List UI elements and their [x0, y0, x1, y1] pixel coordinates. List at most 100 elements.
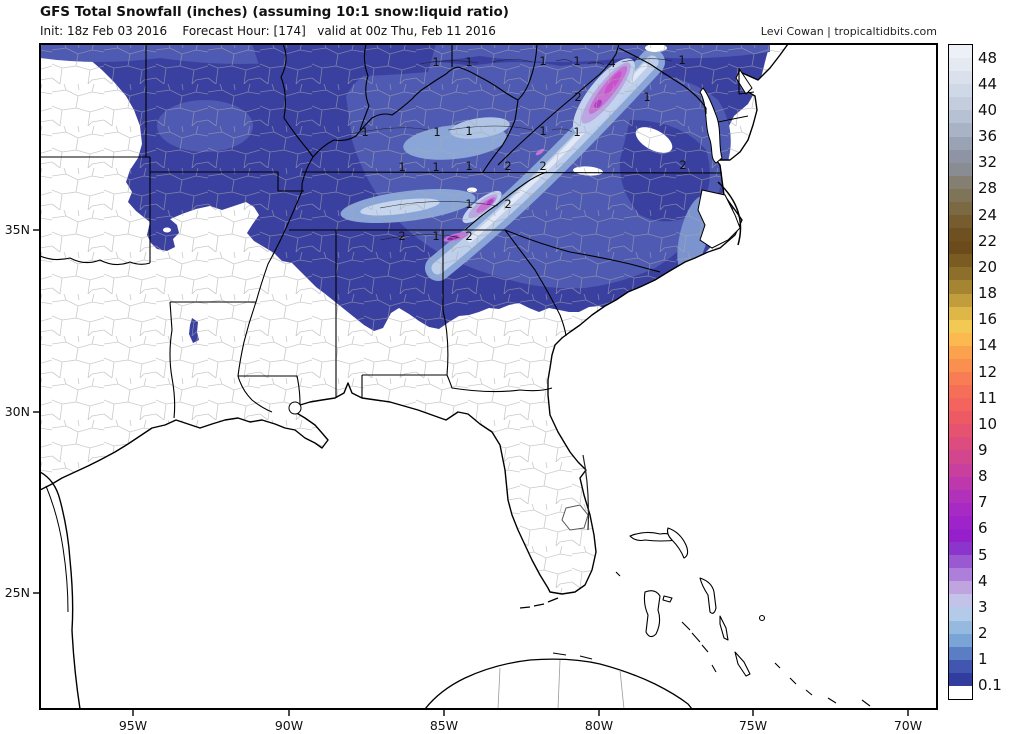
contour-label: 1	[465, 159, 472, 173]
contour-label: 4	[608, 56, 615, 70]
contour-label: 1	[539, 124, 546, 138]
contour-label: 1	[465, 197, 472, 211]
lake-okeechobee	[561, 504, 589, 531]
colorbar-cell	[949, 502, 972, 517]
colorbar-cell	[949, 607, 972, 622]
colorbar-cell	[949, 568, 972, 583]
colorbar-cell	[949, 228, 972, 243]
colorbar-tick-label: 44	[978, 74, 998, 93]
lat-tick-label: 30N	[5, 404, 30, 419]
colorbar-cell	[949, 424, 972, 439]
colorbar-tick-label: 0.1	[978, 676, 1002, 695]
lon-tick-label: 70W	[894, 718, 922, 733]
colorbar-cell	[949, 254, 972, 269]
axes: 35N 30N 25N 95W 90W 85W 80W 75W 70W	[5, 222, 922, 733]
colorbar-cell	[949, 123, 972, 138]
lon-tick-label: 85W	[430, 718, 458, 733]
contour-label: 1	[573, 54, 580, 68]
contour-label: 1	[361, 125, 368, 139]
colorbar-tick-label: 22	[978, 231, 998, 250]
colorbar-cell	[949, 411, 972, 426]
colorbar-cell	[949, 332, 972, 347]
florida-keys	[519, 597, 559, 609]
colorbar-cell	[949, 489, 972, 504]
colorbar-cell	[949, 672, 972, 687]
colorbar-cell	[949, 319, 972, 334]
lat-tick-label: 35N	[5, 222, 30, 237]
indian-river	[582, 454, 590, 531]
colorbar-tick-label: 8	[978, 467, 988, 486]
colorbar-cell	[949, 58, 972, 73]
colorbar-cell	[949, 97, 972, 112]
contour-label: 2	[504, 159, 511, 173]
contour-label: 1	[432, 160, 439, 174]
colorbar-cell	[949, 463, 972, 478]
colorbar-cell	[949, 450, 972, 465]
colorbar-tick-label: 36	[978, 127, 998, 146]
credit-line: Levi Cowan | tropicaltidbits.com	[760, 25, 937, 38]
contour-label: 2	[465, 229, 472, 243]
colorbar-tick-label: 4	[978, 571, 988, 590]
pamlico-sound	[697, 189, 741, 249]
colorbar-cell	[949, 594, 972, 609]
colorbar-cell	[949, 306, 972, 321]
contour-label: 1	[465, 55, 472, 69]
outer-banks	[717, 181, 742, 246]
colorbar-tick-label: 2	[978, 624, 988, 643]
colorbar-cell	[949, 581, 972, 596]
colorbar-tick-label: 40	[978, 100, 998, 119]
colorbar-tick-label: 10	[978, 414, 998, 433]
colorbar-cell	[949, 646, 972, 661]
map-frame	[39, 43, 938, 710]
colorbar-cell	[949, 620, 972, 635]
contour-label: 2	[504, 197, 511, 211]
contour-label: 1	[539, 54, 546, 68]
colorbar-tick-label: 24	[978, 205, 998, 224]
colorbar-tick-label: 48	[978, 48, 998, 67]
colorbar-cell	[949, 345, 972, 360]
colorbar-cell	[949, 136, 972, 151]
colorbar-cell	[949, 437, 972, 452]
colorbar-cell	[949, 515, 972, 530]
colorbar-cell	[949, 45, 972, 60]
lon-tick-label: 90W	[275, 718, 303, 733]
colorbar-cell	[949, 280, 972, 295]
colorbar-tick-label: 6	[978, 519, 988, 538]
colorbar-cell	[949, 385, 972, 400]
colorbar-cell	[949, 215, 972, 230]
colorbar-tick-label: 5	[978, 545, 988, 564]
snowfall-colorbar	[949, 45, 972, 700]
bahamas-islands	[615, 527, 871, 707]
contour-label: 2	[539, 159, 546, 173]
colorbar-tick-label: 1	[978, 650, 988, 669]
colorbar-tick-label: 18	[978, 284, 998, 303]
colorbar-tick-label: 11	[978, 388, 998, 407]
contour-label: 1	[398, 160, 405, 174]
colorbar-tick-label: 12	[978, 362, 998, 381]
colorbar-cell	[949, 633, 972, 648]
colorbar-cell	[949, 110, 972, 125]
contour-label: 2	[574, 90, 581, 104]
colorbar-cell	[949, 372, 972, 387]
lake-pontchartrain	[288, 401, 302, 415]
contour-label: 1	[465, 124, 472, 138]
colorbar-cell	[949, 241, 972, 256]
colorbar-cell	[949, 267, 972, 282]
barrier-islands	[45, 485, 69, 613]
colorbar-cell	[949, 528, 972, 544]
cuba	[424, 652, 693, 709]
contour-value-labels: 1 1 1 1 4 1 2 1 1 1 1 1 1 1 1 1 2 2 2 1 2 2 1 2	[361, 53, 686, 243]
colorbar-tick-label: 3	[978, 597, 988, 616]
colorbar-tick-label: 9	[978, 440, 988, 459]
lat-tick-label: 25N	[5, 585, 30, 600]
state-borders	[40, 44, 755, 419]
colorbar-cell	[949, 201, 972, 217]
colorbar-cell	[949, 149, 972, 164]
colorbar-cell	[949, 188, 972, 203]
lon-tick-label: 95W	[119, 718, 147, 733]
colorbar-cell	[949, 71, 972, 86]
contour-label: 1	[432, 229, 439, 243]
colorbar-cell	[949, 293, 972, 308]
colorbar-cell	[949, 542, 972, 557]
